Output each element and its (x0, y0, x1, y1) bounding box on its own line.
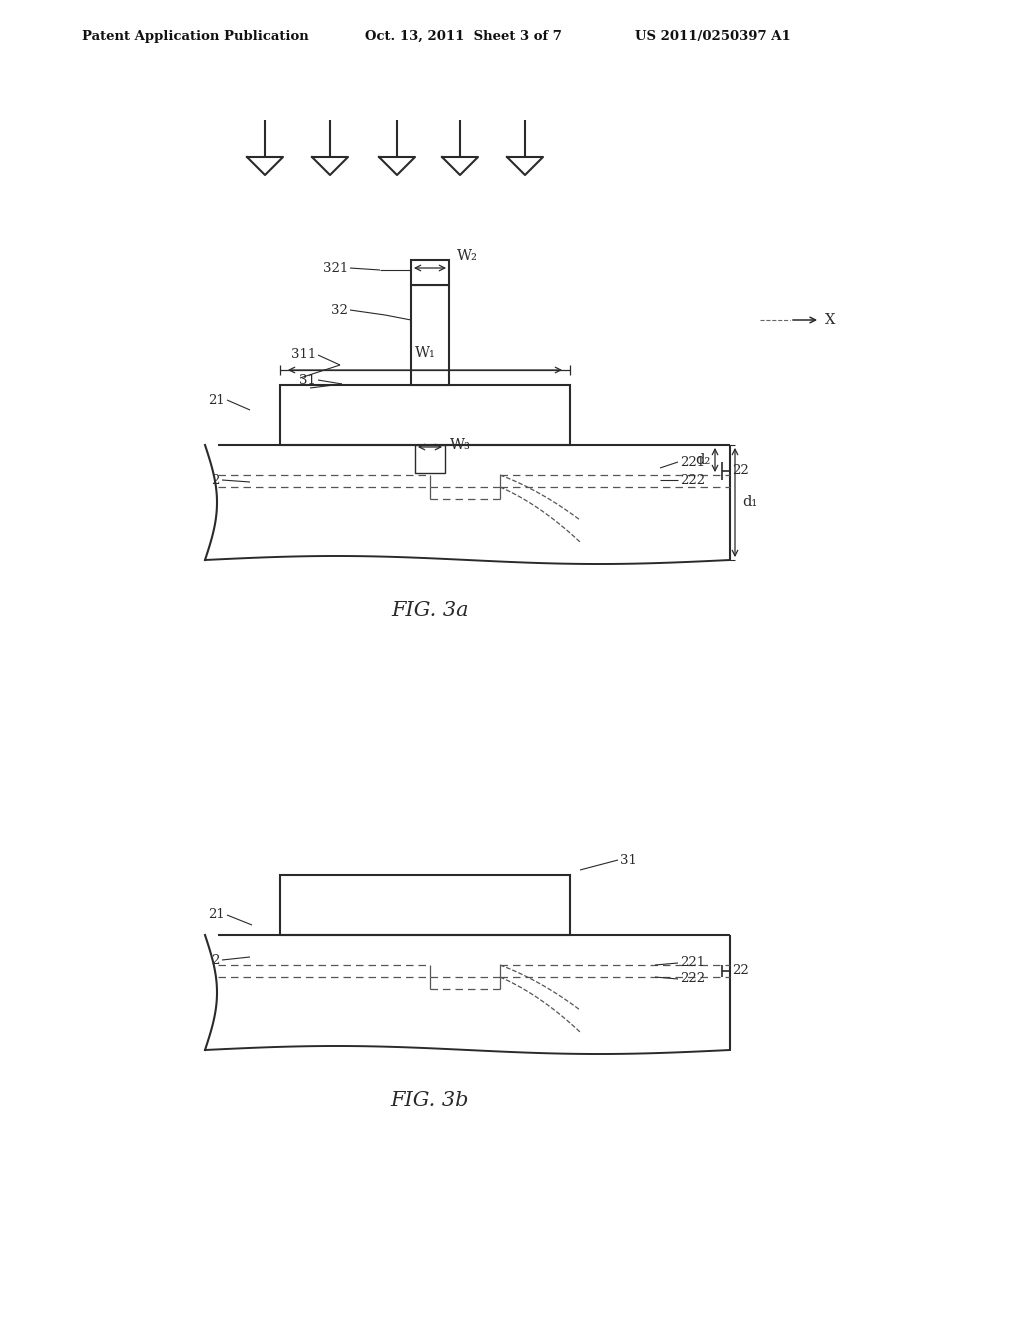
Text: 21: 21 (208, 908, 225, 921)
Text: 321: 321 (323, 261, 348, 275)
Text: W₁: W₁ (415, 346, 435, 360)
Text: US 2011/0250397 A1: US 2011/0250397 A1 (635, 30, 791, 44)
Bar (280, 385, 570, 445)
Text: W₂: W₂ (457, 249, 478, 263)
Text: 222: 222 (680, 474, 706, 487)
Text: 22: 22 (732, 965, 749, 978)
Text: 31: 31 (299, 374, 316, 387)
Text: d₁: d₁ (742, 495, 758, 510)
Bar (411, 260, 449, 285)
Text: 221: 221 (680, 455, 706, 469)
Text: 222: 222 (680, 973, 706, 986)
Bar (411, 285, 449, 385)
Text: Oct. 13, 2011  Sheet 3 of 7: Oct. 13, 2011 Sheet 3 of 7 (365, 30, 562, 44)
Text: 32: 32 (331, 304, 348, 317)
Text: Patent Application Publication: Patent Application Publication (82, 30, 309, 44)
Text: FIG. 3b: FIG. 3b (391, 1090, 469, 1110)
Bar (280, 875, 570, 935)
Text: 311: 311 (291, 348, 316, 362)
Bar (415, 445, 445, 473)
Text: 22: 22 (732, 465, 749, 478)
Text: W₃: W₃ (450, 438, 471, 451)
Text: X: X (825, 313, 836, 327)
Text: 21: 21 (208, 393, 225, 407)
Text: 2: 2 (212, 474, 220, 487)
Text: FIG. 3a: FIG. 3a (391, 601, 469, 619)
Text: 2: 2 (212, 953, 220, 966)
Text: 221: 221 (680, 957, 706, 969)
Text: 31: 31 (620, 854, 637, 866)
Text: d₂: d₂ (694, 453, 710, 467)
